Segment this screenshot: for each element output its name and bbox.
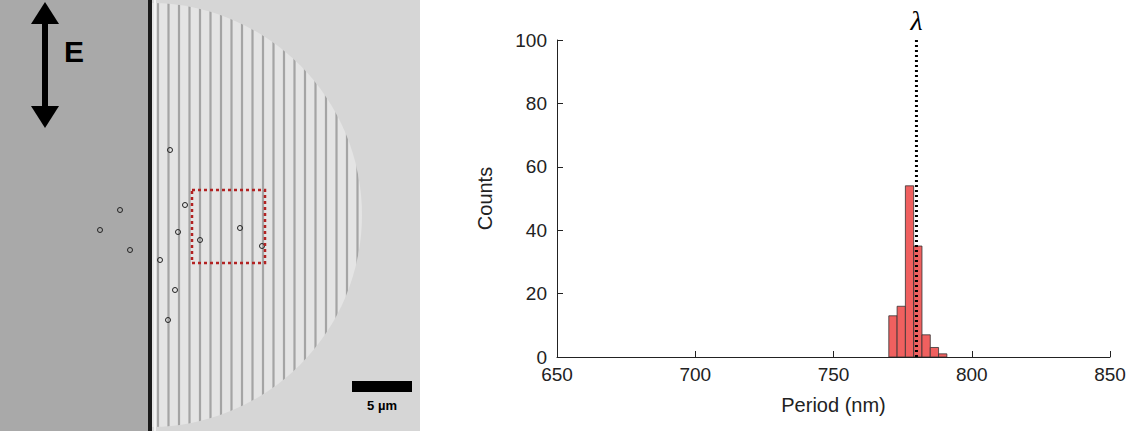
svg-text:Counts: Counts	[474, 167, 496, 230]
svg-text:80: 80	[526, 93, 547, 114]
svg-text:650: 650	[541, 364, 573, 385]
svg-text:Period (nm): Period (nm)	[781, 394, 885, 416]
svg-text:E: E	[64, 35, 84, 68]
svg-text:40: 40	[526, 220, 547, 241]
svg-text:5 µm: 5 µm	[367, 398, 397, 413]
svg-text:750: 750	[818, 364, 850, 385]
svg-text:850: 850	[1094, 364, 1126, 385]
svg-text:0: 0	[536, 346, 547, 368]
svg-text:60: 60	[526, 156, 547, 177]
svg-text:700: 700	[679, 364, 711, 385]
svg-text:800: 800	[956, 364, 988, 385]
svg-text:100: 100	[515, 30, 547, 51]
svg-text:λ: λ	[909, 5, 922, 36]
svg-text:20: 20	[526, 283, 547, 304]
